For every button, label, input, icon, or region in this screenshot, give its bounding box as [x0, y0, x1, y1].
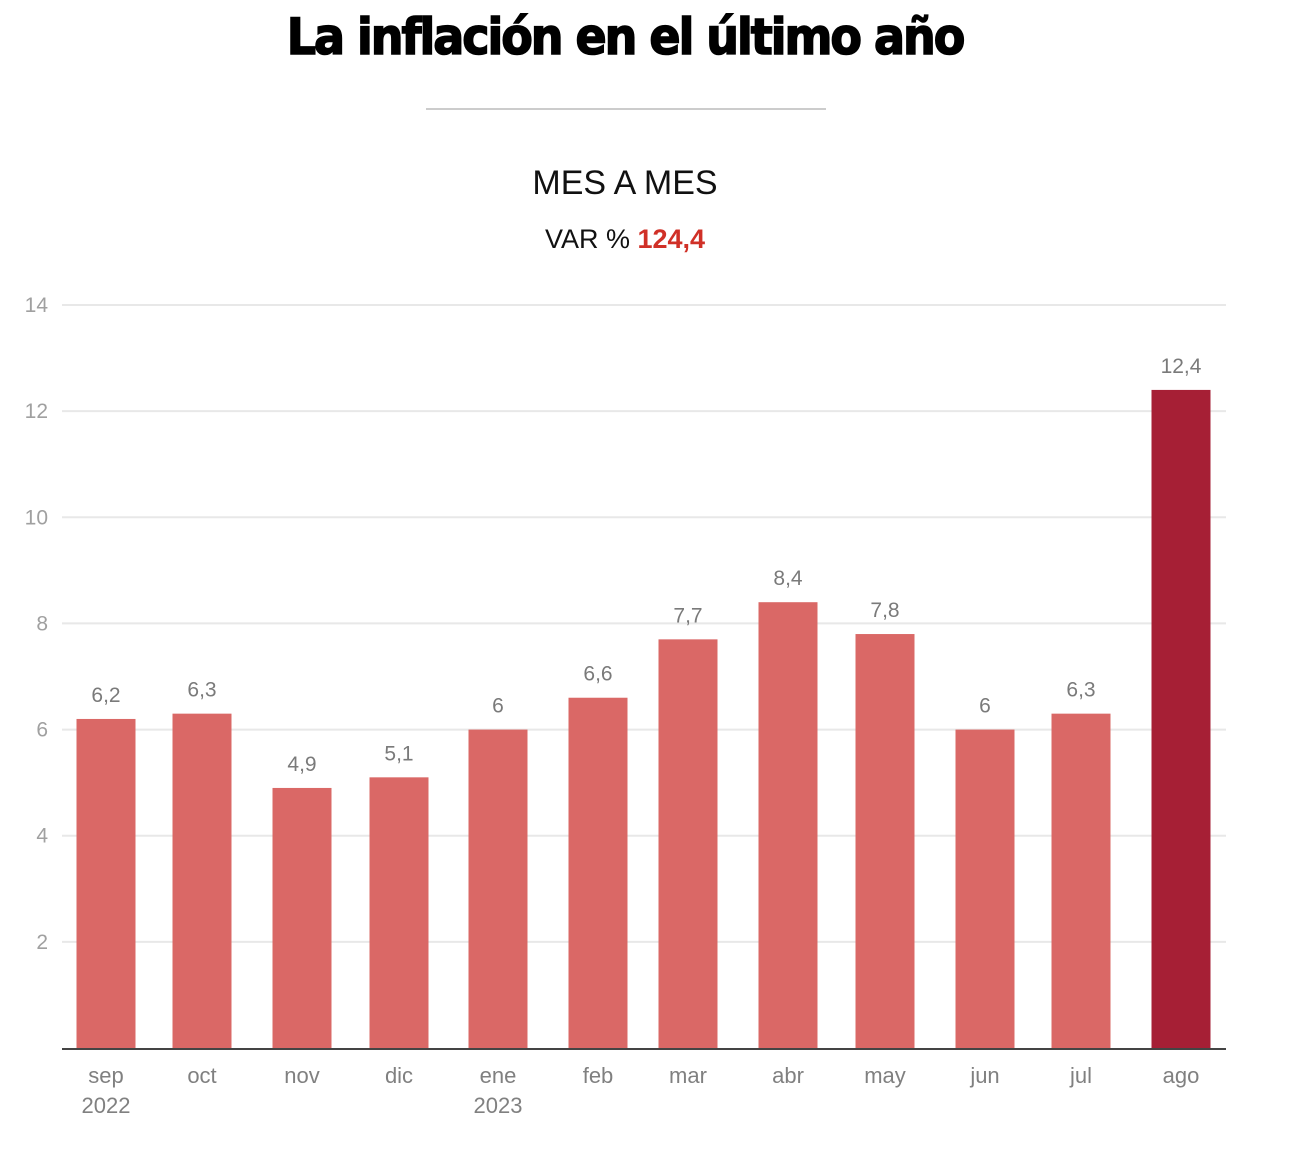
bar-dic	[369, 777, 429, 1048]
bar-oct	[172, 713, 232, 1048]
x-tick-label-jul: jul	[1069, 1063, 1092, 1088]
x-tick-label-oct: oct	[187, 1063, 216, 1088]
variation-label: VAR %	[544, 224, 630, 254]
x-tick-sublabel-year: 2022	[82, 1093, 131, 1118]
y-tick-label: 10	[25, 506, 48, 529]
bar-ago	[1151, 389, 1211, 1048]
bar-mar	[658, 639, 718, 1048]
data-label-abr: 8,4	[773, 567, 803, 590]
x-tick-label-ago: ago	[1163, 1063, 1200, 1088]
x-tick-label-sep: sep	[88, 1063, 123, 1088]
data-label-oct: 6,3	[187, 679, 216, 702]
data-label-jul: 6,3	[1066, 679, 1095, 702]
gridlines	[62, 304, 1226, 943]
chart-title: La inflación en el último año	[286, 7, 966, 67]
x-tick-label-abr: abr	[772, 1063, 804, 1088]
bar-may	[855, 634, 915, 1048]
data-label-ene: 6	[492, 695, 504, 718]
y-axis-ticks: 2 4 6 8 10 12 14	[25, 294, 49, 954]
bar-nov	[272, 787, 332, 1048]
data-label-jun: 6	[979, 695, 991, 718]
x-tick-label-ene: ene	[480, 1063, 517, 1088]
bar-feb	[568, 697, 628, 1048]
x-tick-label-may: may	[864, 1063, 906, 1088]
x-tick-label-mar: mar	[669, 1063, 707, 1088]
data-label-may: 7,8	[870, 599, 899, 622]
x-tick-sublabel-year: 2023	[474, 1093, 523, 1118]
bar-jun	[955, 729, 1015, 1048]
y-tick-label: 12	[25, 400, 48, 423]
y-tick-label: 6	[36, 719, 48, 742]
bars	[76, 389, 1211, 1048]
bar-jul	[1051, 713, 1111, 1048]
variation-summary: VAR % 124,4	[0, 224, 1250, 255]
data-label-mar: 7,7	[673, 604, 702, 627]
data-label-dic: 5,1	[384, 742, 413, 765]
bar-ene	[468, 729, 528, 1048]
x-tick-label-jun: jun	[969, 1063, 999, 1088]
x-axis-ticks: sep 2022 oct nov dic ene 2023 feb mar abr may jun ju…	[82, 1063, 1200, 1118]
data-label-nov: 4,9	[287, 753, 316, 776]
x-tick-label-dic: dic	[385, 1063, 413, 1088]
y-tick-label: 2	[36, 931, 48, 954]
y-tick-label: 4	[36, 825, 48, 848]
bar-abr	[758, 602, 818, 1048]
y-tick-label: 8	[36, 612, 48, 635]
x-tick-label-feb: feb	[583, 1063, 614, 1088]
x-tick-label-nov: nov	[284, 1063, 319, 1088]
y-tick-label: 14	[25, 294, 49, 317]
data-labels: 6,2 6,3 4,9 5,1 6 6,6 7,7 8,4 7,8 6 6,3 12,4	[91, 355, 1201, 776]
data-label-sep: 6,2	[91, 684, 120, 707]
title-divider	[426, 108, 826, 110]
chart-subtitle: MES A MES	[532, 164, 718, 202]
data-label-ago: 12,4	[1161, 355, 1202, 378]
variation-value: 124,4	[637, 224, 706, 254]
data-label-feb: 6,6	[583, 663, 612, 686]
bar-sep	[76, 718, 136, 1048]
